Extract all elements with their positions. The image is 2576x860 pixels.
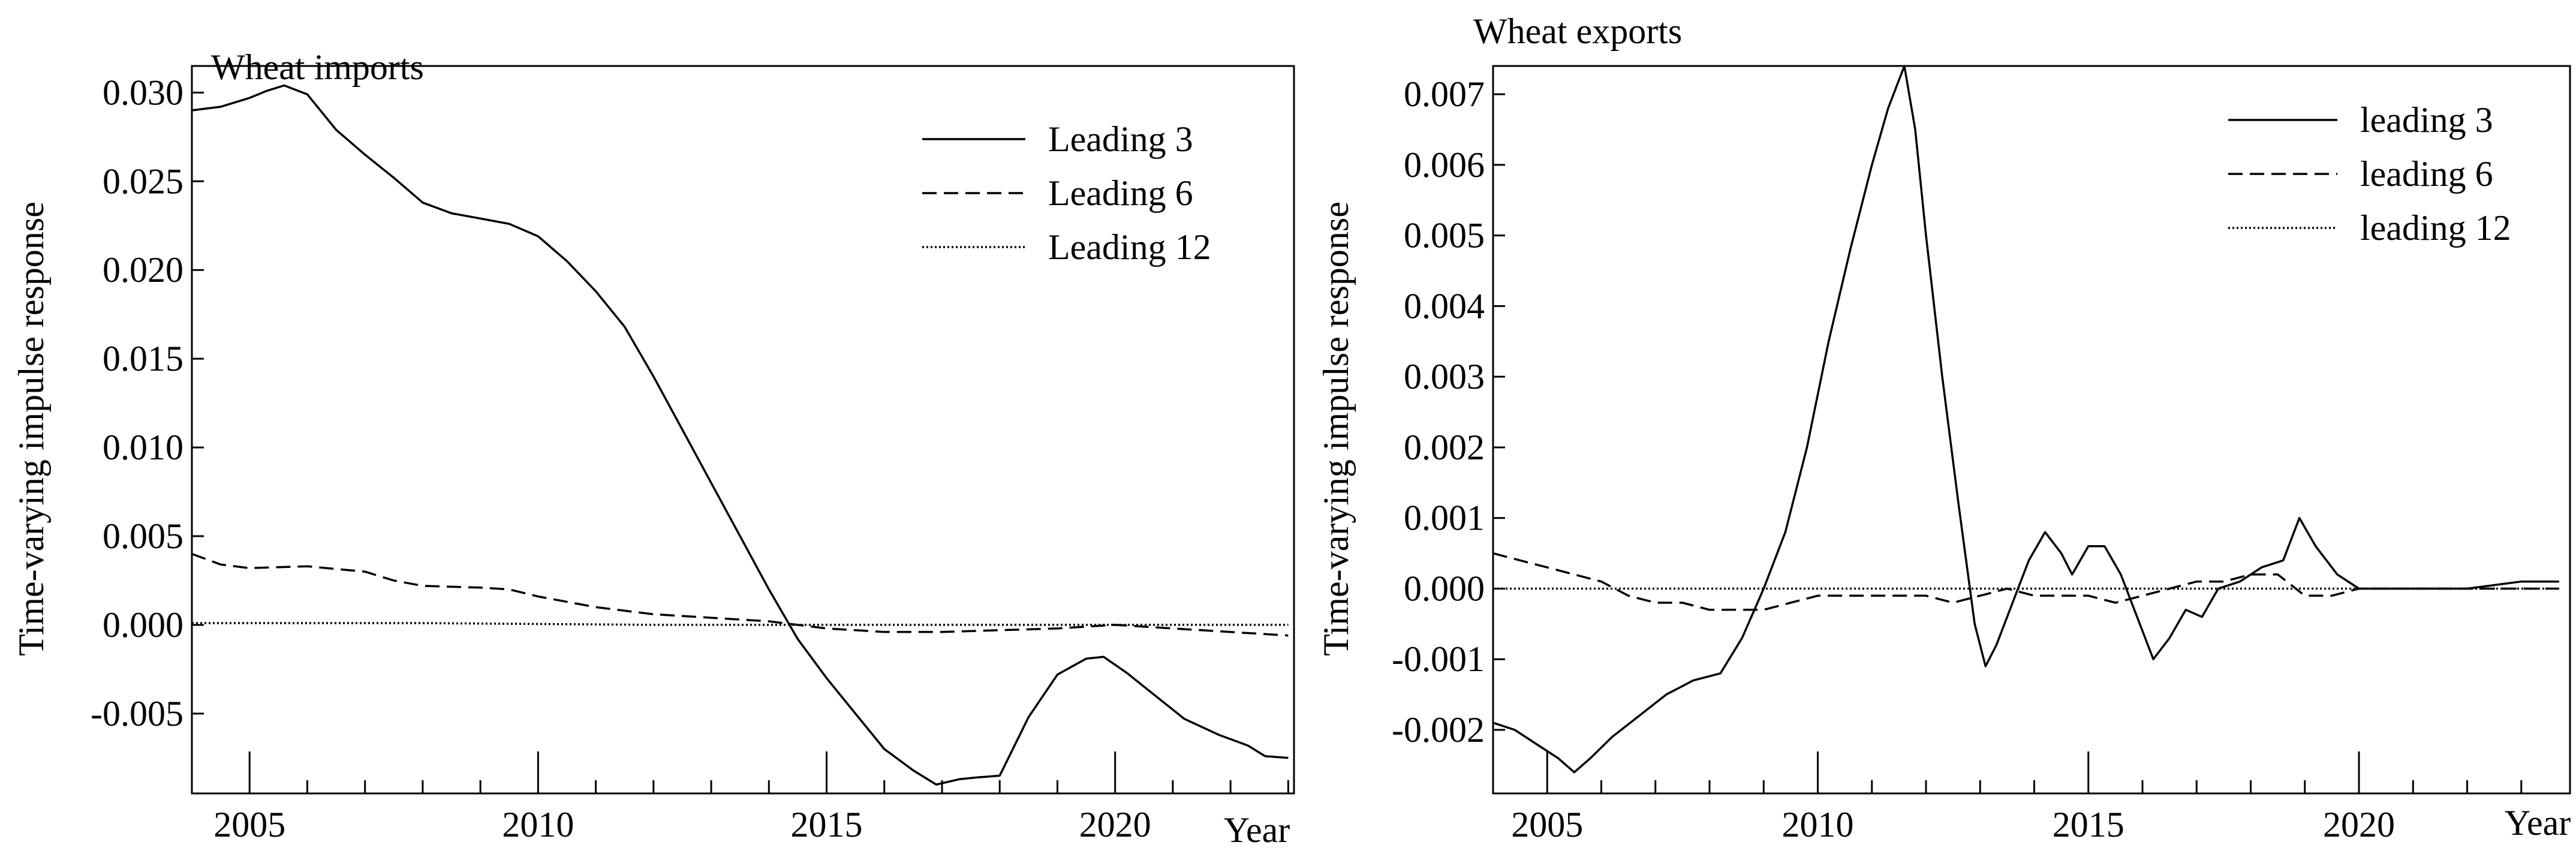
exports-legend-label-3: leading 12 — [2360, 208, 2511, 248]
exports-title: Wheat exports — [1473, 11, 1682, 51]
imports-y-tick-label: 0.025 — [103, 161, 183, 201]
exports-y-tick-label: 0.007 — [1404, 74, 1485, 114]
exports-y-tick-label: 0.001 — [1404, 498, 1485, 538]
exports-series-line-2 — [1492, 552, 2559, 611]
exports-y-tick-label: 0.002 — [1404, 428, 1485, 467]
exports-y-tick-label: -0.001 — [1392, 639, 1485, 679]
imports-y-ticks: 0.030 0.025 0.020 0.015 0.010 0.005 0.000 -0.00… — [91, 73, 204, 733]
exports-x-tick-label: 2010 — [1782, 805, 1854, 844]
exports-x-tick-label: 2015 — [2053, 805, 2124, 844]
imports-y-tick-label: 0.020 — [103, 250, 183, 290]
imports-panel: Wheat imports Time-varying impulse respo… — [11, 47, 1295, 850]
imports-series-line-3 — [192, 622, 1289, 626]
exports-legend-label-1: leading 3 — [2360, 100, 2493, 140]
exports-y-tick-label: 0.006 — [1404, 145, 1485, 185]
imports-x-ticks: 2005 2010 2015 2020 — [191, 751, 1289, 844]
exports-legend: leading 3 leading 6 leading 12 — [2228, 100, 2511, 248]
imports-y-tick-label: -0.005 — [91, 694, 183, 733]
exports-x-tick-label: 2020 — [2323, 805, 2395, 844]
imports-y-tick-label: 0.005 — [103, 516, 183, 556]
exports-y-axis-label: Time-varying impulse response — [1316, 202, 1356, 656]
exports-x-ticks: 2005 2010 2015 2020 — [1492, 751, 2523, 844]
imports-y-tick-label: 0.000 — [103, 605, 183, 645]
imports-legend-label-1: Leading 3 — [1048, 119, 1193, 159]
exports-panel: Wheat exports Time-varying impulse respo… — [1316, 11, 2571, 844]
imports-x-tick-label: 2005 — [213, 805, 285, 844]
exports-x-axis-label: Year — [2505, 803, 2571, 843]
exports-series — [1492, 65, 2559, 774]
imports-legend: Leading 3 Leading 6 Leading 12 — [922, 119, 1211, 267]
imports-y-axis-label: Time-varying impulse response — [11, 202, 51, 656]
exports-y-tick-label: -0.002 — [1392, 710, 1485, 750]
imports-series-line-2 — [191, 552, 1289, 637]
imports-x-tick-label: 2010 — [502, 805, 574, 844]
exports-plot-frame — [1492, 65, 2571, 795]
imports-x-axis-label: Year — [1224, 810, 1290, 850]
imports-y-tick-label: 0.030 — [103, 73, 183, 112]
exports-y-ticks: 0.007 0.006 0.005 0.004 0.003 0.002 0.001 0.000… — [1392, 74, 1505, 750]
imports-x-tick-label: 2020 — [1079, 805, 1151, 844]
imports-title: Wheat imports — [211, 47, 424, 87]
exports-legend-label-2: leading 6 — [2360, 154, 2493, 194]
exports-y-tick-label: 0.003 — [1404, 357, 1485, 396]
imports-legend-label-2: Leading 6 — [1048, 173, 1193, 213]
imports-legend-label-3: Leading 12 — [1048, 227, 1211, 267]
imports-series — [191, 84, 1289, 786]
exports-x-tick-label: 2005 — [1511, 805, 1583, 844]
exports-series-line-1 — [1492, 65, 2559, 774]
exports-y-tick-label: 0.000 — [1404, 569, 1485, 608]
imports-series-line-1 — [191, 84, 1289, 786]
imports-plot-frame — [191, 65, 1295, 795]
exports-y-tick-label: 0.004 — [1404, 286, 1485, 326]
imports-x-tick-label: 2015 — [791, 805, 863, 844]
imports-y-tick-label: 0.010 — [103, 428, 183, 467]
exports-y-tick-label: 0.005 — [1404, 216, 1485, 255]
imports-y-tick-label: 0.015 — [103, 339, 183, 378]
